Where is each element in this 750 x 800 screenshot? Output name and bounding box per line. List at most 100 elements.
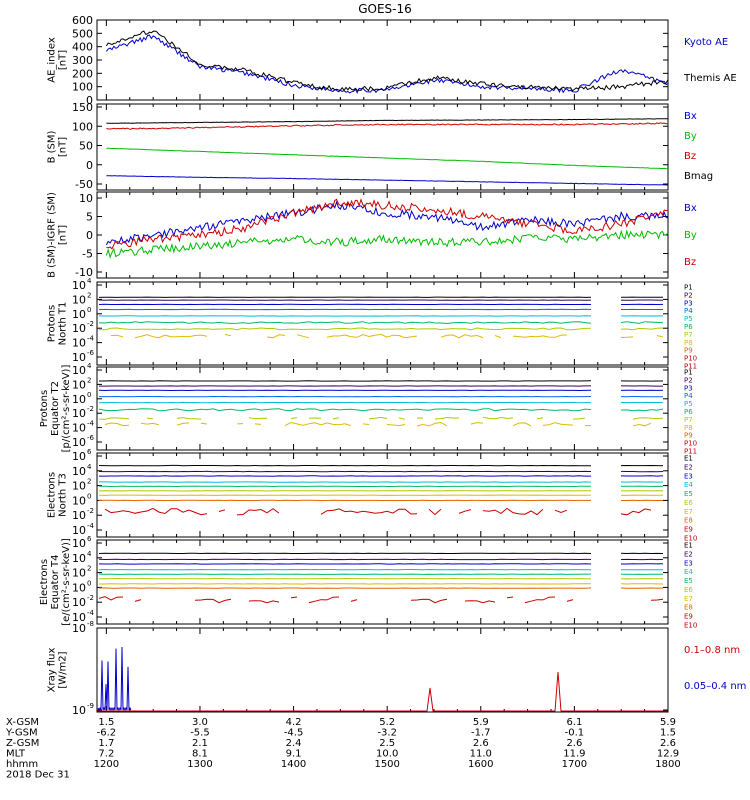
pet2-legend-9: P10 (684, 440, 697, 448)
pet2-ytick-exp: 0 (87, 391, 91, 399)
timeaxis-value: 1600 (468, 759, 493, 770)
ent3-legend-3: E4 (684, 481, 693, 489)
xray-ytick-exp: -9 (87, 702, 94, 710)
eet4-legend-7: E8 (684, 604, 693, 612)
bigrf-legend-1: By (684, 230, 697, 241)
pnt1-legend-10: P11 (684, 363, 697, 371)
pnt1-ytick-label: 10 (72, 279, 86, 292)
timeaxis-value: 11.0 (470, 749, 492, 760)
timeaxis-rowlabel-y-gsm: Y-GSM (5, 728, 38, 739)
timeaxis-value: 2.6 (473, 738, 489, 749)
ent3-ytick-exp: 4 (87, 463, 92, 471)
ent3-legend-4: E5 (684, 490, 693, 498)
bsm-ytick-label: 100 (72, 120, 93, 133)
pnt1-legend-8: P9 (684, 347, 693, 355)
timeaxis-value: 5.2 (379, 717, 395, 728)
pnt1-ytick-exp: 0 (87, 306, 91, 314)
ae-series-1 (105, 30, 669, 92)
bigrf-ytick-label: 10 (79, 192, 93, 205)
panel-bigrf: 10 5 0 -5 -10 B (SM)-IGRF (SM) [nT] Bx By Bz (47, 191, 697, 279)
pet2-series-P7 (98, 416, 664, 420)
pnt1-ytick-label: 10 (72, 322, 86, 335)
bsm-series-Bz (106, 122, 669, 130)
time-axis-group: X-GSM 1.5 3.0 4.2 5.2 5.9 6.1 5.9 Y-GSM -6.2 -5.5 -… (5, 717, 681, 781)
ent3-ylabel-line: North T3 (58, 473, 69, 517)
bigrf-ytick-label: 0 (86, 229, 93, 242)
eet4-ytick-label: 10 (72, 567, 86, 580)
ent3-legend-0: E1 (684, 455, 693, 463)
plot-title: GOES-16 (358, 2, 412, 16)
timeaxis-value: 2.5 (379, 738, 395, 749)
timeaxis-rowlabel-hhmm: hhmm (6, 759, 38, 770)
timeaxis-value: -1.7 (471, 728, 491, 739)
bsm-legend-3: Bmag (684, 171, 713, 182)
eet4-legend-9: E10 (684, 622, 697, 630)
pnt1-ylabel-line: Protons (47, 305, 58, 342)
eet4-legend-4: E5 (684, 577, 693, 585)
pnt1-legend-7: P8 (684, 339, 693, 347)
bsm-frame (96, 103, 669, 191)
timeaxis-value: 4.2 (286, 717, 302, 728)
ent3-ytick-label: 10 (72, 450, 86, 463)
pet2-ytick-label: 10 (72, 436, 86, 449)
ae-ylabel-line: AE_index (47, 37, 58, 83)
pnt1-legend-5: P6 (684, 323, 693, 331)
timeaxis-value: 11.9 (563, 749, 585, 760)
pet2-legend-10: P11 (684, 448, 697, 456)
bigrf-series-Bz (106, 198, 669, 250)
timeaxis-value: 8.1 (192, 749, 208, 760)
timeaxis-value: 1700 (562, 759, 587, 770)
ent3-ytick-exp: 2 (87, 478, 91, 486)
ent3-legend-7: E8 (684, 517, 693, 525)
ae-ylabel-line: [nT] (58, 50, 69, 70)
timeaxis-value: 2.1 (192, 738, 208, 749)
bigrf-ytick-label: 5 (86, 211, 93, 224)
timeaxis-value: 5.9 (473, 717, 489, 728)
eet4-ytick-exp: -4 (87, 609, 95, 617)
timeaxis-value: 1200 (94, 759, 119, 770)
eet4-ytick-exp: 2 (87, 565, 91, 573)
timeaxis-value: -4.5 (284, 728, 304, 739)
ent3-ytick-exp: 6 (87, 448, 92, 456)
pnt1-ytick-exp: 4 (87, 277, 92, 285)
pnt1-ytick-exp: -4 (87, 335, 95, 343)
eet4-ytick-exp: -2 (87, 594, 94, 602)
pet2-ytick-label: 10 (72, 407, 86, 420)
pnt1-series-P8 (110, 333, 664, 339)
xray-ylabel-line: [W/m2] (58, 651, 69, 688)
eet4-ytick-exp: 4 (87, 550, 92, 558)
pnt1-ytick-exp: -2 (87, 320, 94, 328)
xray-ytick-label: 10 (72, 622, 86, 635)
ae-series-0 (106, 34, 669, 94)
eet4-legend-8: E9 (684, 613, 693, 621)
eet4-ytick-exp: 0 (87, 579, 91, 587)
timeaxis-value: 1.7 (98, 738, 114, 749)
pet2-legend-4: P5 (684, 400, 693, 408)
pet2-ytick-exp: 2 (87, 376, 91, 384)
eet4-legend-3: E4 (684, 568, 693, 576)
bigrf-ylabel-line: B (SM)-IGRF (SM) (47, 192, 58, 278)
pet2-frame (96, 366, 669, 451)
bigrf-ylabel-line: [nT] (58, 225, 69, 245)
timeaxis-value: 10.0 (376, 749, 398, 760)
pet2-series-P8 (105, 423, 663, 427)
timeaxis-value: 12.9 (657, 749, 679, 760)
pet2-ylabel-line: [p/(cm²-s-sr-keV)] (61, 365, 72, 453)
bsm-series-Bmag (106, 118, 668, 124)
eet4-legend-2: E3 (684, 559, 693, 567)
pet2-ytick-label: 10 (72, 378, 86, 391)
pet2-ytick-exp: -6 (87, 434, 95, 442)
pnt1-series-P7 (98, 327, 664, 331)
bsm-ytick-label: -50 (75, 178, 93, 191)
ae-ytick-label: 500 (72, 27, 93, 40)
ent3-ytick-exp: -4 (87, 522, 95, 530)
pet2-ytick-exp: -2 (87, 405, 94, 413)
xray-ytick-label: 10 (72, 704, 86, 717)
eet4-legend-6: E7 (684, 595, 693, 603)
timeaxis-value: 2.6 (660, 738, 676, 749)
pnt1-ytick-label: 10 (72, 293, 86, 306)
